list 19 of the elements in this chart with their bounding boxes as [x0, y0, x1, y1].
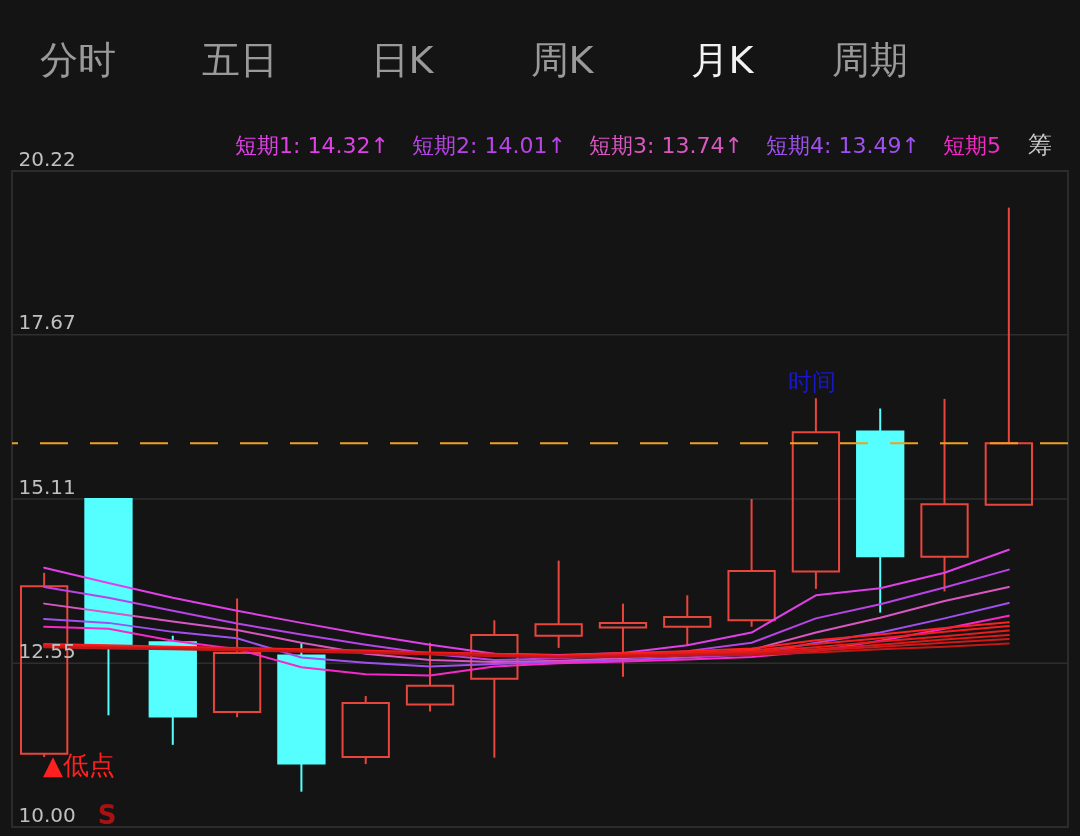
y-tick-label: 17.67 [18, 310, 76, 335]
text: 五日 [202, 38, 278, 82]
text: 周期 [832, 38, 908, 82]
annotation: ▲低点 [43, 750, 115, 780]
text: 筹 [1028, 131, 1052, 159]
annotation: S [97, 800, 117, 830]
text: 短期3: 13.74↑ [589, 133, 743, 158]
text: 短期4: 13.49↑ [766, 133, 920, 158]
text: 月K [690, 38, 755, 82]
text: 短期1: 14.32↑ [235, 133, 389, 158]
text: 短期5 [943, 133, 1001, 158]
text: 分时 [40, 38, 116, 82]
annotation: 时间 [788, 368, 836, 396]
text: 周K [530, 38, 595, 82]
text: 日K [370, 38, 435, 82]
y-tick-label: 15.11 [18, 474, 76, 499]
y-tick-label: 20.22 [18, 146, 76, 171]
text: 短期2: 14.01↑ [412, 133, 566, 158]
y-tick-label: 10.00 [18, 802, 76, 827]
